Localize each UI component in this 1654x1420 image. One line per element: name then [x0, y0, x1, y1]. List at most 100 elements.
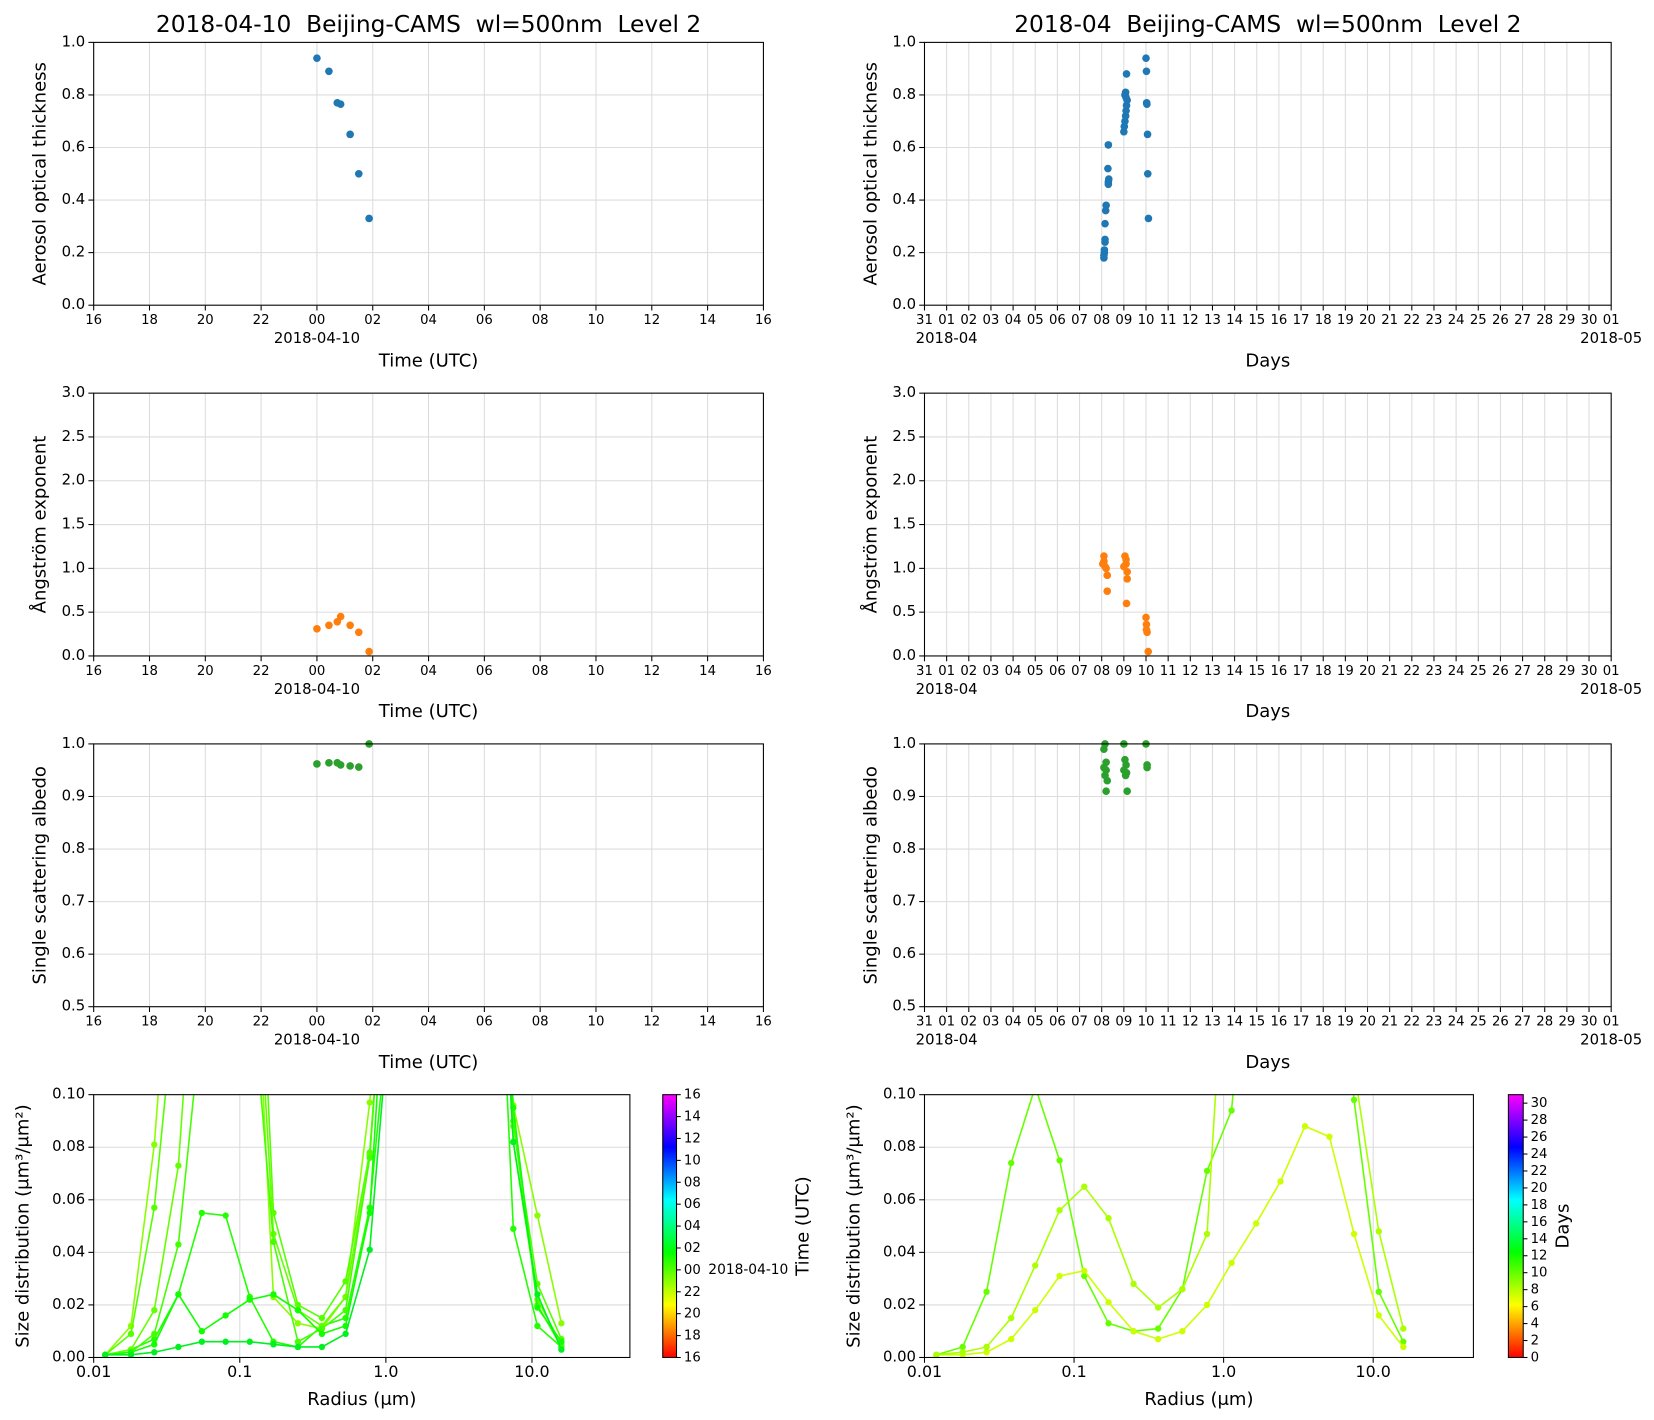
x-tick-label: 00 [309, 1015, 326, 1030]
colorbar-tick-label: 14 [1531, 1232, 1548, 1247]
x-axis-label: Time (UTC) [378, 1052, 479, 1073]
y-tick-label: 0.5 [62, 998, 86, 1015]
data-point [313, 54, 321, 62]
x-axis-label: Days [1245, 350, 1290, 371]
data-point [1143, 100, 1151, 108]
x-tick-label: 10 [1138, 664, 1155, 679]
x-tick-label: 15 [1248, 313, 1265, 328]
x-tick-label: 22 [253, 1015, 270, 1030]
colorbar-tick-label: 30 [1531, 1096, 1548, 1111]
x-tick-label: 02 [364, 1015, 381, 1030]
data-point [354, 763, 363, 771]
y-axis-label: Size distribution (μm³/μm²) [844, 1104, 865, 1347]
y-tick-label: 0.5 [892, 603, 916, 620]
y-tick-label: 0.9 [62, 787, 86, 804]
data-point [346, 762, 354, 770]
data-point [1400, 1325, 1407, 1332]
x-tick-label: 17 [1293, 1015, 1310, 1030]
x-tick-label: 26 [1492, 664, 1509, 679]
data-point [1105, 1320, 1112, 1327]
x-tick-label: 31 [916, 313, 933, 328]
y-tick-label: 0.00 [52, 1348, 85, 1365]
x-tick-label: 19 [1337, 313, 1354, 328]
data-point [558, 1320, 565, 1327]
data-point [222, 1338, 229, 1345]
data-point [1203, 1167, 1211, 1175]
data-point [959, 1343, 966, 1351]
data-point [1375, 1288, 1382, 1295]
data-point [1142, 67, 1151, 76]
x-tick-label: 23 [1426, 313, 1443, 328]
data-point [318, 1330, 326, 1338]
data-point [486, 697, 492, 703]
data-point [486, 697, 492, 703]
data-point [1326, 697, 1332, 703]
x-tick-label: 11 [1160, 1015, 1177, 1030]
y-tick-label: 2.0 [62, 472, 86, 489]
data-point [1032, 1084, 1038, 1090]
x-tick-label: 14 [699, 313, 716, 328]
x-tick-label: 04 [420, 1015, 437, 1030]
x-tick-label: 00 [309, 313, 326, 328]
data-point [1104, 141, 1113, 149]
x-tick-label: 15 [1248, 664, 1265, 679]
colorbar-tick-label: 02 [684, 1241, 701, 1256]
data-point [1400, 1343, 1407, 1351]
data-point [1142, 613, 1150, 622]
data-point [1122, 599, 1131, 608]
data-point [983, 1349, 990, 1356]
x-tick-label: 14 [1226, 1015, 1243, 1030]
y-tick-label: 0.8 [62, 86, 86, 103]
data-point [1142, 620, 1151, 629]
colorbar-label: Time (UTC) [793, 1176, 814, 1277]
data-point [1008, 1314, 1015, 1322]
data-point [175, 1343, 182, 1351]
y-tick-label: 0.10 [52, 1086, 85, 1103]
data-point [246, 1296, 253, 1303]
y-tick-label: 0.10 [883, 1086, 916, 1103]
y-tick-label: 2.5 [62, 428, 86, 445]
x-tick-label: 06 [1049, 313, 1066, 328]
x-tick-label: 31 [916, 664, 933, 679]
data-point [510, 1225, 517, 1232]
plot-frame [93, 743, 764, 1008]
x-axis-label: Time (UTC) [378, 350, 479, 371]
data-point [294, 1343, 302, 1351]
data-point [1326, 1133, 1333, 1140]
colorbar-tick-label: 20 [1531, 1181, 1548, 1196]
data-point [1104, 175, 1113, 183]
data-point [127, 1351, 135, 1358]
x-tick-label: 10 [588, 1015, 605, 1030]
data-point [1154, 1304, 1162, 1311]
x-tick-label: 30 [1581, 1015, 1598, 1030]
x-tick-label: 08 [532, 313, 549, 328]
x-tick-label: 1.0 [373, 1362, 398, 1381]
data-point [1144, 214, 1153, 223]
x-tick-label: 26 [1492, 1015, 1509, 1030]
x-tick-label: 16 [755, 313, 772, 328]
colorbar [1507, 1094, 1524, 1359]
series-line [105, 1094, 563, 1356]
y-tick-label: 0.02 [883, 1296, 916, 1313]
data-point [365, 647, 373, 656]
data-point [1351, 1065, 1357, 1071]
data-point [1103, 571, 1112, 580]
x-tick-label: 10 [588, 664, 605, 679]
data-point [1008, 1159, 1015, 1167]
x-tick-label: 02 [960, 313, 977, 328]
data-point [1081, 1267, 1088, 1274]
x-tick-label: 30 [1581, 664, 1598, 679]
data-point [1350, 1230, 1358, 1238]
data-point [366, 1209, 373, 1217]
data-point [1102, 564, 1110, 573]
data-point [1122, 769, 1131, 777]
colorbar-tick-label: 12 [684, 1131, 701, 1146]
data-point [318, 1314, 326, 1322]
data-point [1101, 235, 1109, 244]
x-offset-label: 2018-04-10 [274, 681, 360, 698]
x-tick-label: 0.1 [1061, 1362, 1086, 1381]
x-offset-label: 2018-04 [916, 330, 978, 347]
x-offset-label: 2018-05 [1580, 330, 1642, 347]
x-tick-label: 22 [1403, 313, 1420, 328]
